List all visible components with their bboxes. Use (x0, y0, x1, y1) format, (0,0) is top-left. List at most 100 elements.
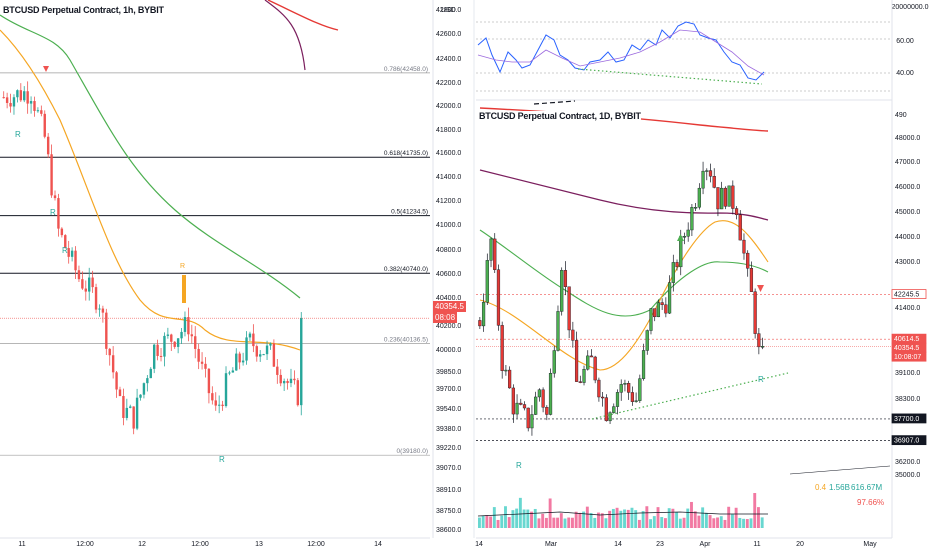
daily-candle-body (552, 350, 556, 374)
osc-tick: 20000000.0 (892, 4, 929, 11)
daily-candle-body (753, 291, 757, 334)
candle-body (91, 277, 94, 288)
candle-body (289, 378, 293, 384)
candle-body (33, 101, 36, 111)
right-price-tag: 37700.0 (891, 413, 927, 424)
candle-body (135, 397, 139, 429)
right-y-tick: 45000.0 (895, 209, 920, 216)
volume-bar (626, 509, 630, 528)
volume-bar (649, 519, 653, 528)
candle-body (12, 97, 16, 107)
left-y-tick: 38910.0 (436, 487, 461, 494)
left-ema-orange (0, 29, 301, 351)
daily-candle-body (493, 238, 497, 270)
oscillator-line (477, 21, 765, 81)
daily-candle-body (537, 389, 541, 398)
candle-body (221, 404, 224, 407)
left-y-tick: 40200.0 (436, 323, 461, 330)
volume-value-3: 616.67M (851, 483, 883, 492)
candle-body (183, 317, 187, 332)
right-signal-label-2: R (758, 375, 764, 384)
daily-candle-body (574, 340, 579, 382)
left-y-tick: 39700.0 (436, 386, 461, 393)
candle-body (156, 344, 159, 356)
left-y-tick: 41400.0 (436, 174, 461, 181)
volume-ma (477, 511, 768, 517)
volume-bar (671, 508, 675, 528)
left-y-tick: 38750.0 (436, 508, 461, 515)
daily-candle-body (485, 260, 489, 303)
left-y-tick: 39380.0 (436, 426, 461, 433)
left-y-tick: 42800.0 (436, 7, 461, 14)
top-dashed-mark (533, 100, 576, 105)
right-y-tick: 38300.0 (895, 396, 920, 403)
fib-label: 0.236(40136.5) (384, 337, 428, 344)
volume-bar (559, 513, 563, 528)
candle-body (170, 334, 173, 342)
right-x-tick: Apr (700, 541, 712, 548)
volume-bar (690, 501, 693, 528)
price-tag-text: 40354.5 (894, 345, 919, 352)
candle-body (46, 136, 50, 155)
volume-bar (589, 512, 593, 528)
volume-bar (701, 507, 705, 528)
candle-body (108, 348, 111, 356)
candle-body (125, 407, 129, 418)
volume-bar (723, 519, 727, 528)
candle-body (166, 334, 170, 336)
sell-marker (757, 285, 764, 292)
daily-candle-body (708, 170, 713, 177)
volume-bar (667, 508, 671, 528)
daily-candle-body (481, 302, 486, 327)
volume-bar (585, 506, 589, 528)
daily-candle-body (760, 346, 765, 348)
left-ema-red (267, 0, 339, 31)
right-y-tick: 41400.0 (895, 305, 920, 312)
daily-candle-body (720, 187, 724, 210)
volume-bar (518, 497, 522, 528)
right-y-tick: 43000.0 (895, 259, 920, 266)
volume-bar (481, 515, 485, 528)
right-x-tick: 20 (796, 541, 804, 548)
volume-bar (526, 509, 530, 528)
daily-candle-body (548, 373, 553, 415)
daily-candle-body (667, 282, 672, 314)
left-signal-label: R (219, 455, 225, 464)
volume-bar (623, 509, 626, 528)
daily-candle-body (634, 400, 638, 402)
daily-candle-body (489, 238, 493, 261)
candle-body (276, 366, 279, 375)
volume-bar (492, 507, 496, 528)
daily-candle-body (567, 286, 571, 331)
volume-bar (693, 511, 697, 528)
volume-bar (615, 507, 619, 528)
candle-body (132, 406, 135, 429)
osc-tick: 60.00 (896, 38, 914, 45)
daily-candle-body (508, 369, 512, 389)
volume-bar (537, 518, 541, 528)
volume-bar (645, 506, 649, 528)
daily-candle-body (541, 389, 545, 408)
daily-candle-body (519, 402, 523, 405)
left-x-tick: 12 (138, 541, 146, 548)
candle-body (200, 361, 204, 364)
candle-body (43, 113, 46, 137)
volume-bar (485, 515, 489, 528)
candle-body (122, 396, 125, 418)
left-sell-marker (43, 66, 49, 72)
right-price-tag: 42245.5 (891, 289, 927, 299)
volume-bar (742, 518, 746, 528)
candle-body (252, 333, 255, 347)
right-x-tick: 14 (614, 541, 622, 548)
price-tag-text: 10:08:07 (894, 354, 921, 361)
volume-value-1: 0.4 (815, 483, 827, 492)
candle-body (26, 91, 29, 104)
candle-body (180, 331, 183, 339)
candle-body (84, 288, 87, 292)
candle-body (101, 308, 105, 313)
volume-bar (757, 507, 760, 528)
candle-body (29, 101, 33, 104)
candle-body (197, 348, 200, 362)
volume-bar (719, 516, 723, 528)
